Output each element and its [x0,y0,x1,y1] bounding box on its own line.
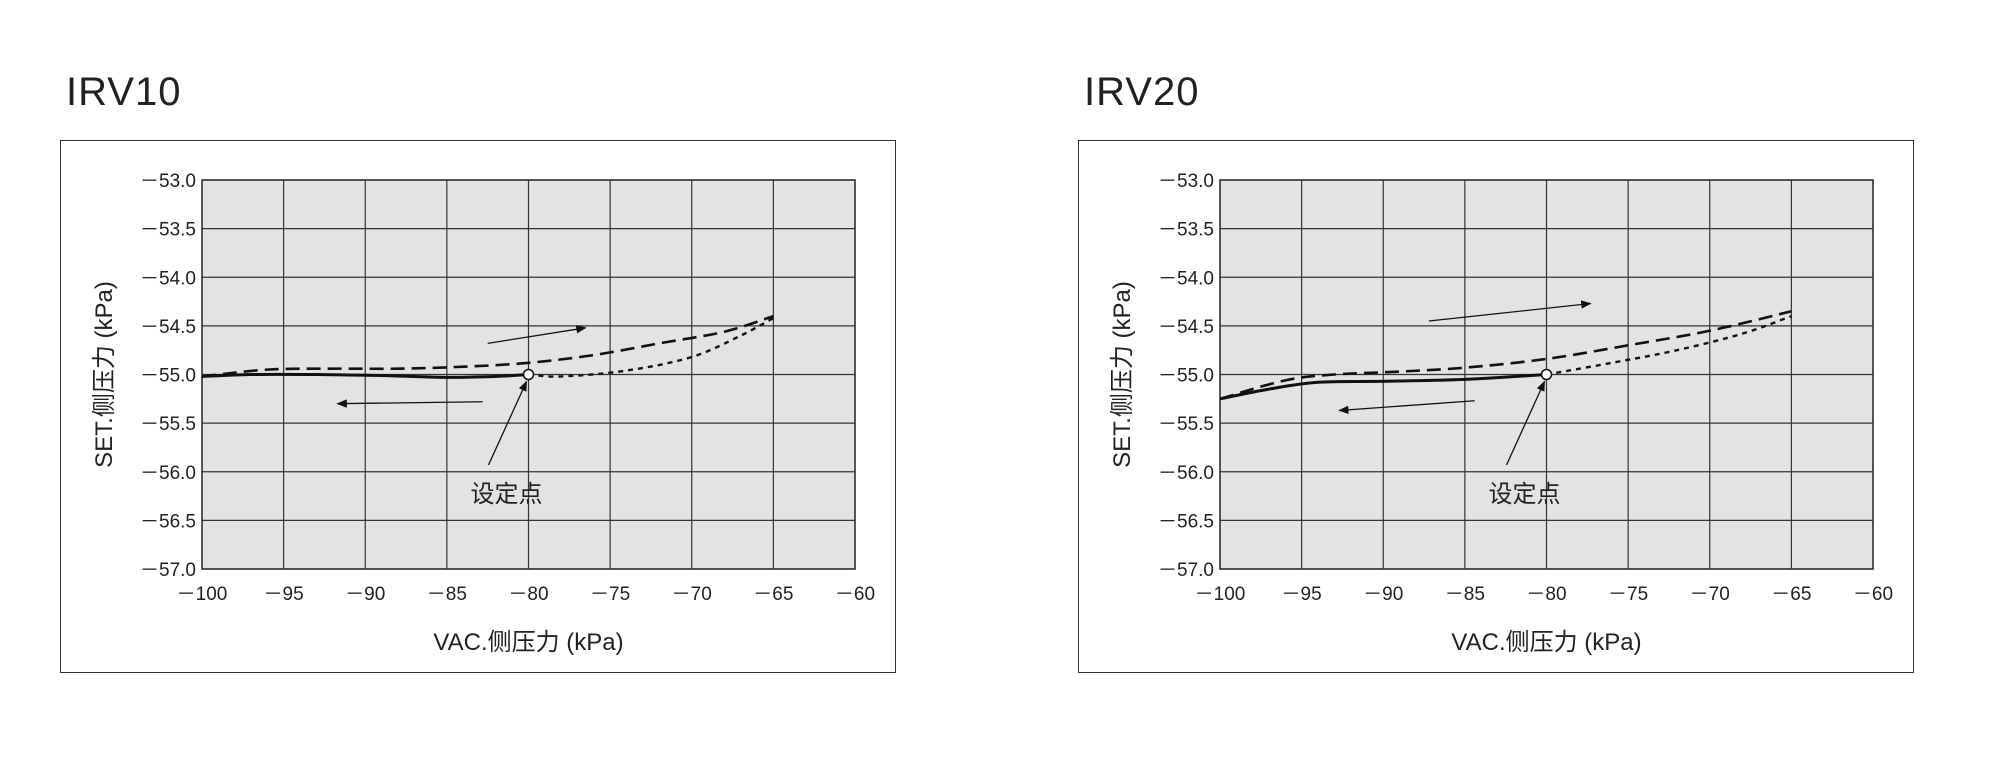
y-tick-label: －56.5 [140,511,196,532]
x-tick-label: －60 [835,584,875,605]
setpoint-marker [1540,368,1553,381]
x-tick-label: －80 [508,584,548,605]
y-tick-label: －56.5 [1158,511,1214,532]
x-tick-label: －70 [672,584,712,605]
x-tick-label: －95 [1282,584,1322,605]
chart-plot: －100 －95 －90 －85 －80 －75 －70 －65 －60 －53.0 －53.5 －5… [91,171,875,656]
y-tick-label: －53.0 [140,171,196,192]
x-tick-label: －100 [1195,584,1246,605]
y-tick-label: －55.5 [1158,414,1214,435]
y-tick-label: －55.0 [1158,366,1214,387]
x-tick-label: －80 [1526,584,1566,605]
y-tick-label: －55.0 [140,366,196,387]
x-tick-label: －70 [1690,584,1730,605]
chart-panel-irv20: IRV20 －100 －95 －90 －85 －80 －75 －70 －65 －60 －53.0 －… [1018,0,1991,778]
setpoint-label: 设定点 [471,481,543,508]
direction-arrow-decreasing [336,399,483,408]
chart-frame [60,140,896,673]
series-line-dotted [1546,315,1792,376]
series-line-solid [1219,373,1547,401]
y-tick-label: －56.0 [140,463,196,484]
x-axis-label: VAC.侧压力 (kPa) [433,629,623,656]
x-axis-label: VAC.侧压力 (kPa) [1451,629,1641,656]
setpoint-pointer [487,380,528,466]
chart-frame [1078,140,1914,673]
setpoint-label: 设定点 [1489,481,1561,508]
x-tick-label: －90 [1363,584,1403,605]
x-tick-label: －85 [1445,584,1485,605]
y-tick-label: －53.5 [140,220,196,241]
x-tick-label: －85 [427,584,467,605]
y-tick-label: －54.0 [140,268,196,289]
y-tick-label: －53.5 [1158,220,1214,241]
chart-panel-irv10: IRV10 －100 －95 －90 －85 －80 －75 －70 －65 －60 －53.0 －… [0,0,990,778]
y-tick-label: －55.5 [140,414,196,435]
chart-title: IRV20 [1084,70,1200,114]
setpoint-pointer [1505,380,1546,466]
x-tick-label: －75 [1608,584,1648,605]
y-axis-label: SET.侧压力 (kPa) [1109,281,1136,468]
series-line-dotted [528,317,774,378]
series-line-dashed [201,314,774,378]
direction-arrow-decreasing [1338,400,1475,414]
direction-arrow-increasing [1428,300,1592,322]
series-line-dashed [1219,310,1792,401]
y-tick-label: －57.0 [1158,560,1214,581]
series-line-solid [201,372,529,379]
x-tick-label: －100 [177,584,228,605]
direction-arrow-increasing [487,325,587,345]
y-tick-label: －54.5 [1158,317,1214,338]
x-tick-label: －75 [590,584,630,605]
y-tick-label: －53.0 [1158,171,1214,192]
y-tick-label: －57.0 [140,560,196,581]
x-tick-label: －95 [264,584,304,605]
y-tick-label: －54.5 [140,317,196,338]
setpoint-marker [522,368,535,381]
chart-title: IRV10 [66,70,182,114]
y-tick-label: －56.0 [1158,463,1214,484]
x-tick-label: －90 [345,584,385,605]
y-axis-label: SET.侧压力 (kPa) [91,281,118,468]
x-tick-label: －65 [1771,584,1811,605]
x-tick-label: －60 [1853,584,1893,605]
x-tick-label: －65 [753,584,793,605]
chart-plot: －100 －95 －90 －85 －80 －75 －70 －65 －60 －53.0 －53.5 －5… [1109,171,1893,656]
y-tick-label: －54.0 [1158,268,1214,289]
